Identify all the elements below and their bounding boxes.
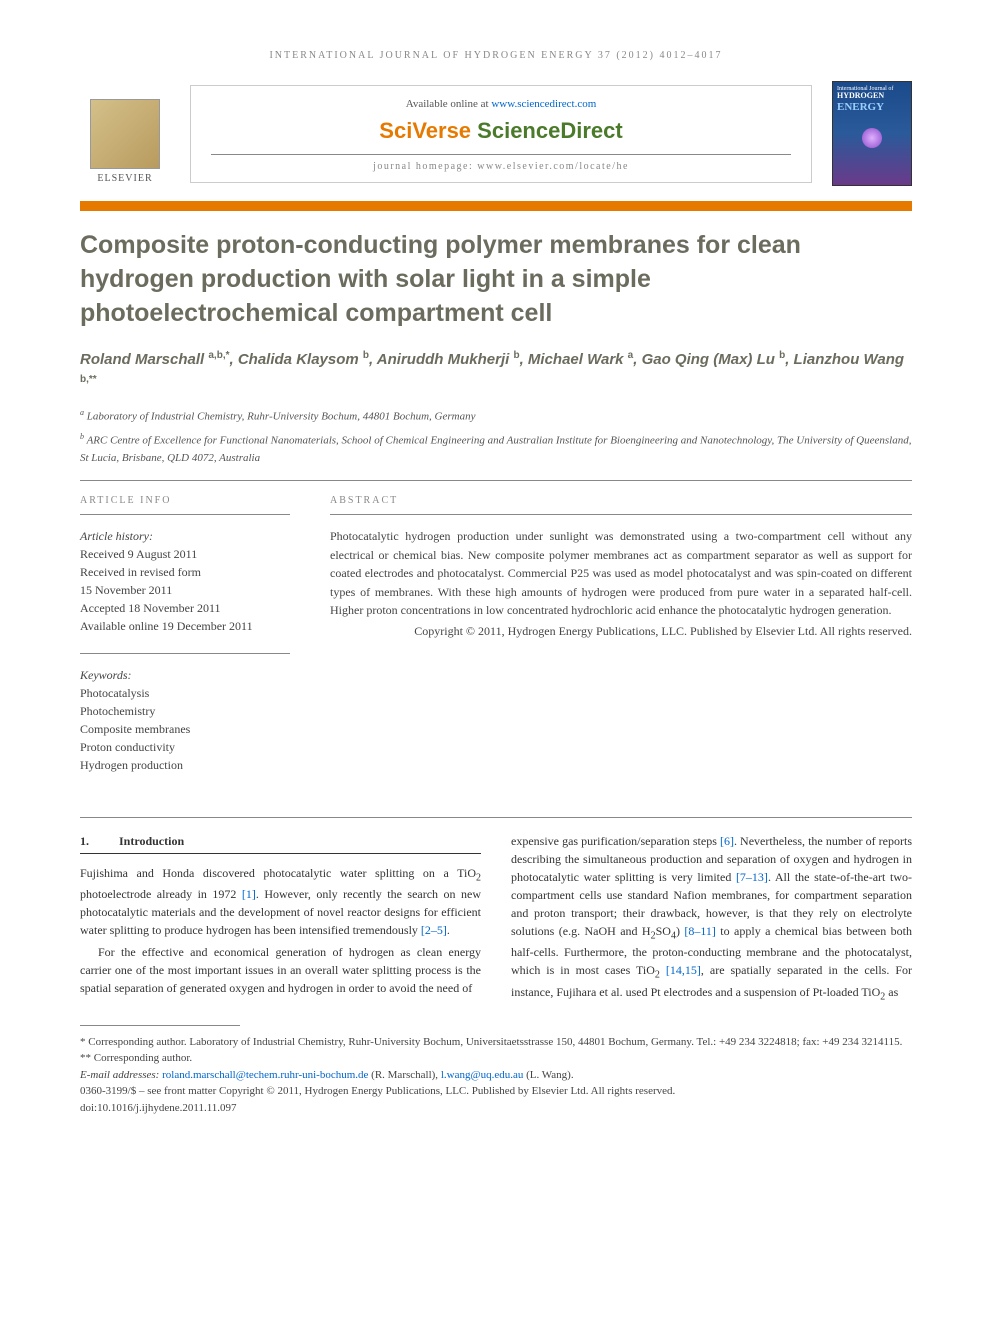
email-name: (R. Marschall),	[368, 1069, 440, 1081]
revised2: 15 November 2011	[80, 581, 290, 599]
cover-graphic-icon	[862, 128, 882, 148]
history-block: Article history: Received 9 August 2011 …	[80, 527, 290, 635]
corresponding-1: * Corresponding author. Laboratory of In…	[80, 1034, 912, 1051]
running-head: INTERNATIONAL JOURNAL OF HYDROGEN ENERGY…	[80, 50, 912, 61]
abstract-text: Photocatalytic hydrogen production under…	[330, 527, 912, 641]
section-title: Introduction	[119, 832, 184, 850]
body-columns: 1. Introduction Fujishima and Honda disc…	[80, 832, 912, 1005]
article-title: Composite proton-conducting polymer memb…	[80, 229, 912, 330]
affiliation-b: b ARC Centre of Excellence for Functiona…	[80, 431, 912, 466]
email-name: (L. Wang).	[523, 1069, 573, 1081]
keyword: Composite membranes	[80, 720, 290, 738]
email-line: E-mail addresses: roland.marschall@teche…	[80, 1067, 912, 1084]
keyword: Photocatalysis	[80, 684, 290, 702]
ref-link[interactable]: [1]	[242, 887, 256, 901]
affiliation-a: a Laboratory of Industrial Chemistry, Ru…	[80, 407, 912, 425]
elsevier-logo: ELSEVIER	[80, 84, 170, 184]
sciverse-main: ScienceDirect	[477, 118, 623, 143]
elsevier-text: ELSEVIER	[97, 173, 152, 184]
paragraph: For the effective and economical generat…	[80, 943, 481, 997]
ref-link[interactable]: [8–11]	[684, 924, 716, 938]
email-link[interactable]: roland.marschall@techem.ruhr-uni-bochum.…	[162, 1069, 368, 1081]
center-header: Available online at www.sciencedirect.co…	[190, 85, 812, 183]
elsevier-tree-icon	[90, 99, 160, 169]
footnote-separator	[80, 1025, 240, 1026]
divider	[80, 480, 912, 481]
keyword: Hydrogen production	[80, 756, 290, 774]
header-box: ELSEVIER Available online at www.science…	[80, 81, 912, 186]
doi-line: doi:10.1016/j.ijhydene.2011.11.097	[80, 1100, 912, 1117]
abstract-head: ABSTRACT	[330, 495, 912, 515]
accepted: Accepted 18 November 2011	[80, 599, 290, 617]
article-info-head: ARTICLE INFO	[80, 495, 290, 515]
available-pre: Available online at	[406, 98, 492, 110]
divider	[80, 817, 912, 818]
history-label: Article history:	[80, 527, 290, 545]
cover-line3: ENERGY	[837, 101, 907, 113]
ref-link[interactable]: [6]	[720, 834, 734, 848]
keywords-block: Keywords: Photocatalysis Photochemistry …	[80, 666, 290, 774]
email-label: E-mail addresses:	[80, 1069, 162, 1081]
article-info: ARTICLE INFO Article history: Received 9…	[80, 495, 290, 792]
authors: Roland Marschall a,b,*, Chalida Klaysom …	[80, 348, 912, 395]
journal-cover: International Journal of HYDROGEN ENERGY	[832, 81, 912, 186]
paragraph: expensive gas purification/separation st…	[511, 832, 912, 1004]
email-link[interactable]: l.wang@uq.edu.au	[441, 1069, 524, 1081]
section-num: 1.	[80, 832, 89, 850]
abstract: ABSTRACT Photocatalytic hydrogen product…	[330, 495, 912, 792]
cover-line2: HYDROGEN	[837, 92, 907, 101]
paragraph: Fujishima and Honda discovered photocata…	[80, 864, 481, 939]
ref-link[interactable]: [7–13]	[736, 870, 768, 884]
keyword: Proton conductivity	[80, 738, 290, 756]
issn-line: 0360-3199/$ – see front matter Copyright…	[80, 1083, 912, 1100]
section-heading: 1. Introduction	[80, 832, 481, 854]
keywords-label: Keywords:	[80, 666, 290, 684]
sciencedirect-link[interactable]: www.sciencedirect.com	[491, 98, 596, 110]
footnotes: * Corresponding author. Laboratory of In…	[80, 1034, 912, 1117]
available-online: Available online at www.sciencedirect.co…	[211, 98, 791, 110]
received: Received 9 August 2011	[80, 545, 290, 563]
sciverse-pre: SciVerse	[379, 118, 477, 143]
journal-homepage: journal homepage: www.elsevier.com/locat…	[211, 154, 791, 172]
info-abstract-row: ARTICLE INFO Article history: Received 9…	[80, 495, 912, 792]
keyword: Photochemistry	[80, 702, 290, 720]
online: Available online 19 December 2011	[80, 617, 290, 635]
ref-link[interactable]: [2–5]	[421, 923, 447, 937]
orange-divider	[80, 201, 912, 211]
sciverse-logo: SciVerse ScienceDirect	[211, 118, 791, 144]
revised1: Received in revised form	[80, 563, 290, 581]
info-divider	[80, 653, 290, 654]
corresponding-2: ** Corresponding author.	[80, 1050, 912, 1067]
ref-link[interactable]: [14,15]	[666, 963, 701, 977]
copyright: Copyright © 2011, Hydrogen Energy Public…	[330, 622, 912, 641]
